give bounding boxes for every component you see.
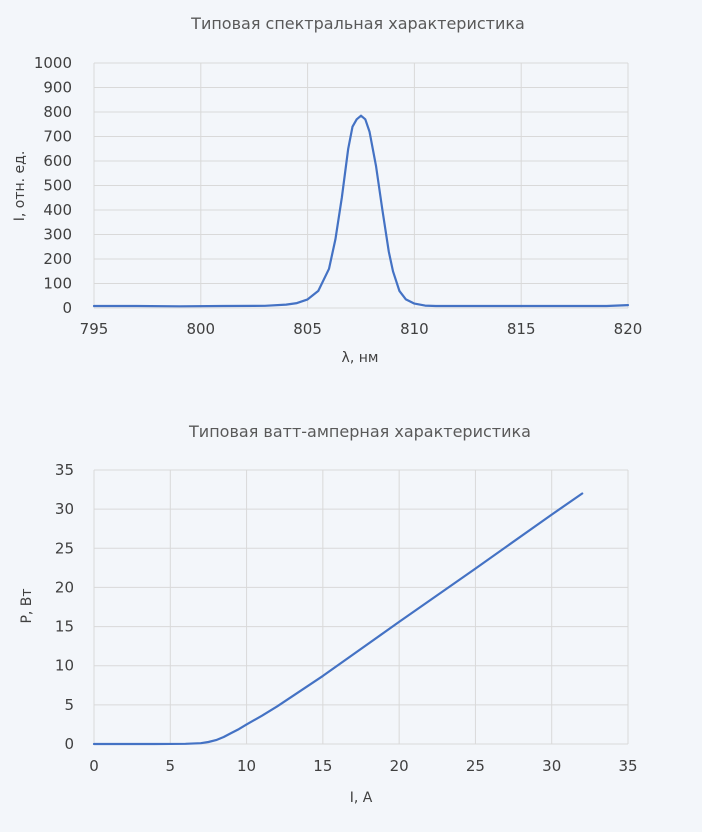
chart1-y-tick-8: 800 xyxy=(43,103,72,121)
chart2-y-tick-6: 30 xyxy=(55,500,74,518)
chart2-y-tick-4: 20 xyxy=(55,578,74,596)
chart1-y-tick-5: 500 xyxy=(43,177,72,195)
chart2-y-tick-7: 35 xyxy=(55,461,74,479)
chart1-y-tick-3: 300 xyxy=(43,226,72,244)
chart1-y-tick-1: 100 xyxy=(43,275,72,293)
chart2-x-tick-4: 20 xyxy=(390,757,409,775)
chart2-y-tick-2: 10 xyxy=(55,657,74,675)
chart2-x-tick-0: 0 xyxy=(89,757,99,775)
chart1-x-tick-1: 800 xyxy=(186,320,215,338)
spectral-chart: Типовая спектральная характеристика 0 100… xyxy=(12,14,642,366)
chart1-y-tick-10: 1000 xyxy=(34,54,72,72)
chart1-x-tick-5: 820 xyxy=(614,320,643,338)
chart1-y-axis-label: I, отн. ед. xyxy=(12,151,28,222)
chart2-x-tick-3: 15 xyxy=(313,757,332,775)
chart2-y-tick-labels: 0 5 10 15 20 25 30 35 xyxy=(55,461,74,753)
chart1-y-tick-0: 0 xyxy=(62,299,72,317)
chart1-x-tick-3: 810 xyxy=(400,320,429,338)
chart1-y-tick-2: 200 xyxy=(43,250,72,268)
chart1-y-tick-labels: 0 100 200 300 400 500 600 700 800 900 1000 xyxy=(34,54,72,317)
chart2-gridlines xyxy=(93,469,629,745)
chart2-y-tick-3: 15 xyxy=(55,618,74,636)
chart1-y-tick-7: 700 xyxy=(43,128,72,146)
power-current-chart: Типовая ватт-амперная характеристика 0 5 1… xyxy=(19,422,638,806)
chart2-y-tick-5: 25 xyxy=(55,539,74,557)
chart2-title: Типовая ватт-амперная характеристика xyxy=(188,422,531,441)
chart1-title: Типовая спектральная характеристика xyxy=(190,14,525,33)
chart2-x-axis-label: I, А xyxy=(350,790,373,806)
chart2-x-tick-6: 30 xyxy=(542,757,561,775)
chart1-y-tick-6: 600 xyxy=(43,152,72,170)
chart1-x-tick-labels: 795 800 805 810 815 820 xyxy=(80,320,643,338)
chart1-y-tick-9: 900 xyxy=(43,79,72,97)
chart2-x-tick-1: 5 xyxy=(166,757,176,775)
chart1-spectrum-line xyxy=(92,114,630,308)
chart2-power-line xyxy=(92,492,584,746)
chart1-x-tick-4: 815 xyxy=(507,320,536,338)
chart1-x-tick-2: 805 xyxy=(293,320,322,338)
chart2-y-axis-label: P, Вт xyxy=(19,588,35,623)
chart2-y-tick-1: 5 xyxy=(64,696,74,714)
chart1-x-axis-label: λ, нм xyxy=(342,350,379,366)
chart2-y-tick-0: 0 xyxy=(64,735,74,753)
chart2-x-tick-5: 25 xyxy=(466,757,485,775)
chart1-x-tick-0: 795 xyxy=(80,320,109,338)
chart2-x-tick-7: 35 xyxy=(618,757,637,775)
chart1-y-tick-4: 400 xyxy=(43,201,72,219)
chart2-x-tick-2: 10 xyxy=(237,757,256,775)
chart1-gridlines xyxy=(93,62,629,309)
chart2-x-tick-labels: 0 5 10 15 20 25 30 35 xyxy=(89,757,637,775)
